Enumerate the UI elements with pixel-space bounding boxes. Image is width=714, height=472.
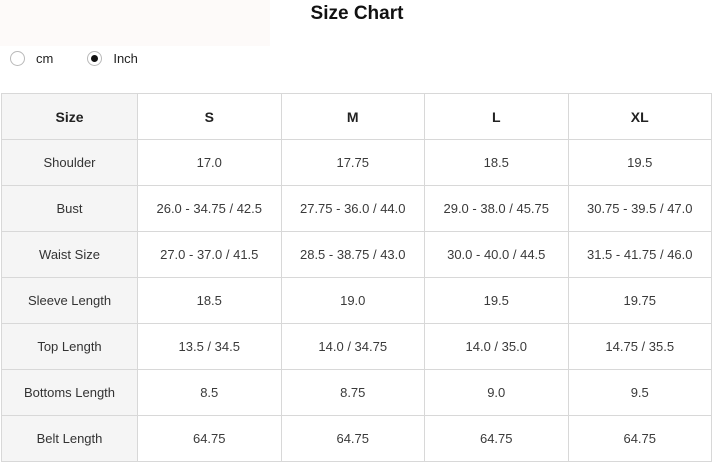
table-row: Belt Length 64.75 64.75 64.75 64.75: [1, 415, 712, 462]
cell-value: 19.5: [567, 139, 712, 186]
cell-value: 30.0 - 40.0 / 44.5: [424, 231, 569, 278]
row-label-top-length: Top Length: [1, 323, 138, 370]
cm-radio[interactable]: cm: [10, 51, 53, 66]
cell-value: 13.5 / 34.5: [137, 323, 282, 370]
cell-value: 64.75: [567, 415, 712, 462]
cell-value: 18.5: [137, 277, 282, 324]
table-row: Bottoms Length 8.5 8.75 9.0 9.5: [1, 369, 712, 416]
cell-value: 28.5 - 38.75 / 43.0: [280, 231, 425, 278]
col-header-m: M: [280, 93, 425, 140]
cell-value: 64.75: [137, 415, 282, 462]
cm-radio-label[interactable]: cm: [36, 51, 54, 66]
cell-value: 8.5: [137, 369, 282, 416]
table-row: Waist Size 27.0 - 37.0 / 41.5 28.5 - 38.…: [1, 231, 712, 278]
row-label-bust: Bust: [1, 185, 138, 232]
cell-value: 30.75 - 39.5 / 47.0: [567, 185, 712, 232]
cell-value: 14.0 / 35.0: [424, 323, 569, 370]
inch-radio-label[interactable]: Inch: [113, 51, 138, 66]
header-row: Size S M L XL: [1, 93, 712, 140]
cell-value: 14.75 / 35.5: [567, 323, 712, 370]
size-chart-table: Size S M L XL Shoulder 17.0 17.75 18.5 1…: [1, 93, 712, 462]
cell-value: 17.75: [280, 139, 425, 186]
col-header-xl: XL: [567, 93, 712, 140]
row-label-waist-size: Waist Size: [1, 231, 138, 278]
cell-value: 19.0: [280, 277, 425, 324]
col-header-size: Size: [1, 93, 138, 140]
cell-value: 29.0 - 38.0 / 45.75: [424, 185, 569, 232]
col-header-s: S: [137, 93, 282, 140]
row-label-belt-length: Belt Length: [1, 415, 138, 462]
radio-circle-icon[interactable]: [10, 51, 25, 66]
cell-value: 27.75 - 36.0 / 44.0: [280, 185, 425, 232]
row-label-bottoms-length: Bottoms Length: [1, 369, 138, 416]
unit-toggle-group: cm Inch: [10, 51, 138, 66]
cell-value: 19.75: [567, 277, 712, 324]
page-title: Size Chart: [310, 3, 404, 24]
cell-value: 17.0: [137, 139, 282, 186]
cell-value: 9.0: [424, 369, 569, 416]
cell-value: 18.5: [424, 139, 569, 186]
table-row: Bust 26.0 - 34.75 / 42.5 27.75 - 36.0 / …: [1, 185, 712, 232]
radio-circle-icon[interactable]: [87, 51, 103, 66]
table-row: Top Length 13.5 / 34.5 14.0 / 34.75 14.0…: [1, 323, 712, 370]
cell-value: 27.0 - 37.0 / 41.5: [137, 231, 282, 278]
inch-radio[interactable]: Inch: [87, 51, 138, 66]
cell-value: 26.0 - 34.75 / 42.5: [137, 185, 282, 232]
cell-value: 9.5: [567, 369, 712, 416]
cell-value: 8.75: [280, 369, 425, 416]
row-label-sleeve-length: Sleeve Length: [1, 277, 138, 324]
cell-value: 31.5 - 41.75 / 46.0: [567, 231, 712, 278]
cell-value: 64.75: [424, 415, 569, 462]
table-row: Sleeve Length 18.5 19.0 19.5 19.75: [1, 277, 712, 324]
row-label-shoulder: Shoulder: [1, 139, 138, 186]
cell-value: 14.0 / 34.75: [280, 323, 425, 370]
table-row: Shoulder 17.0 17.75 18.5 19.5: [1, 139, 712, 186]
col-header-l: L: [424, 93, 569, 140]
cell-value: 19.5: [424, 277, 569, 324]
cell-value: 64.75: [280, 415, 425, 462]
